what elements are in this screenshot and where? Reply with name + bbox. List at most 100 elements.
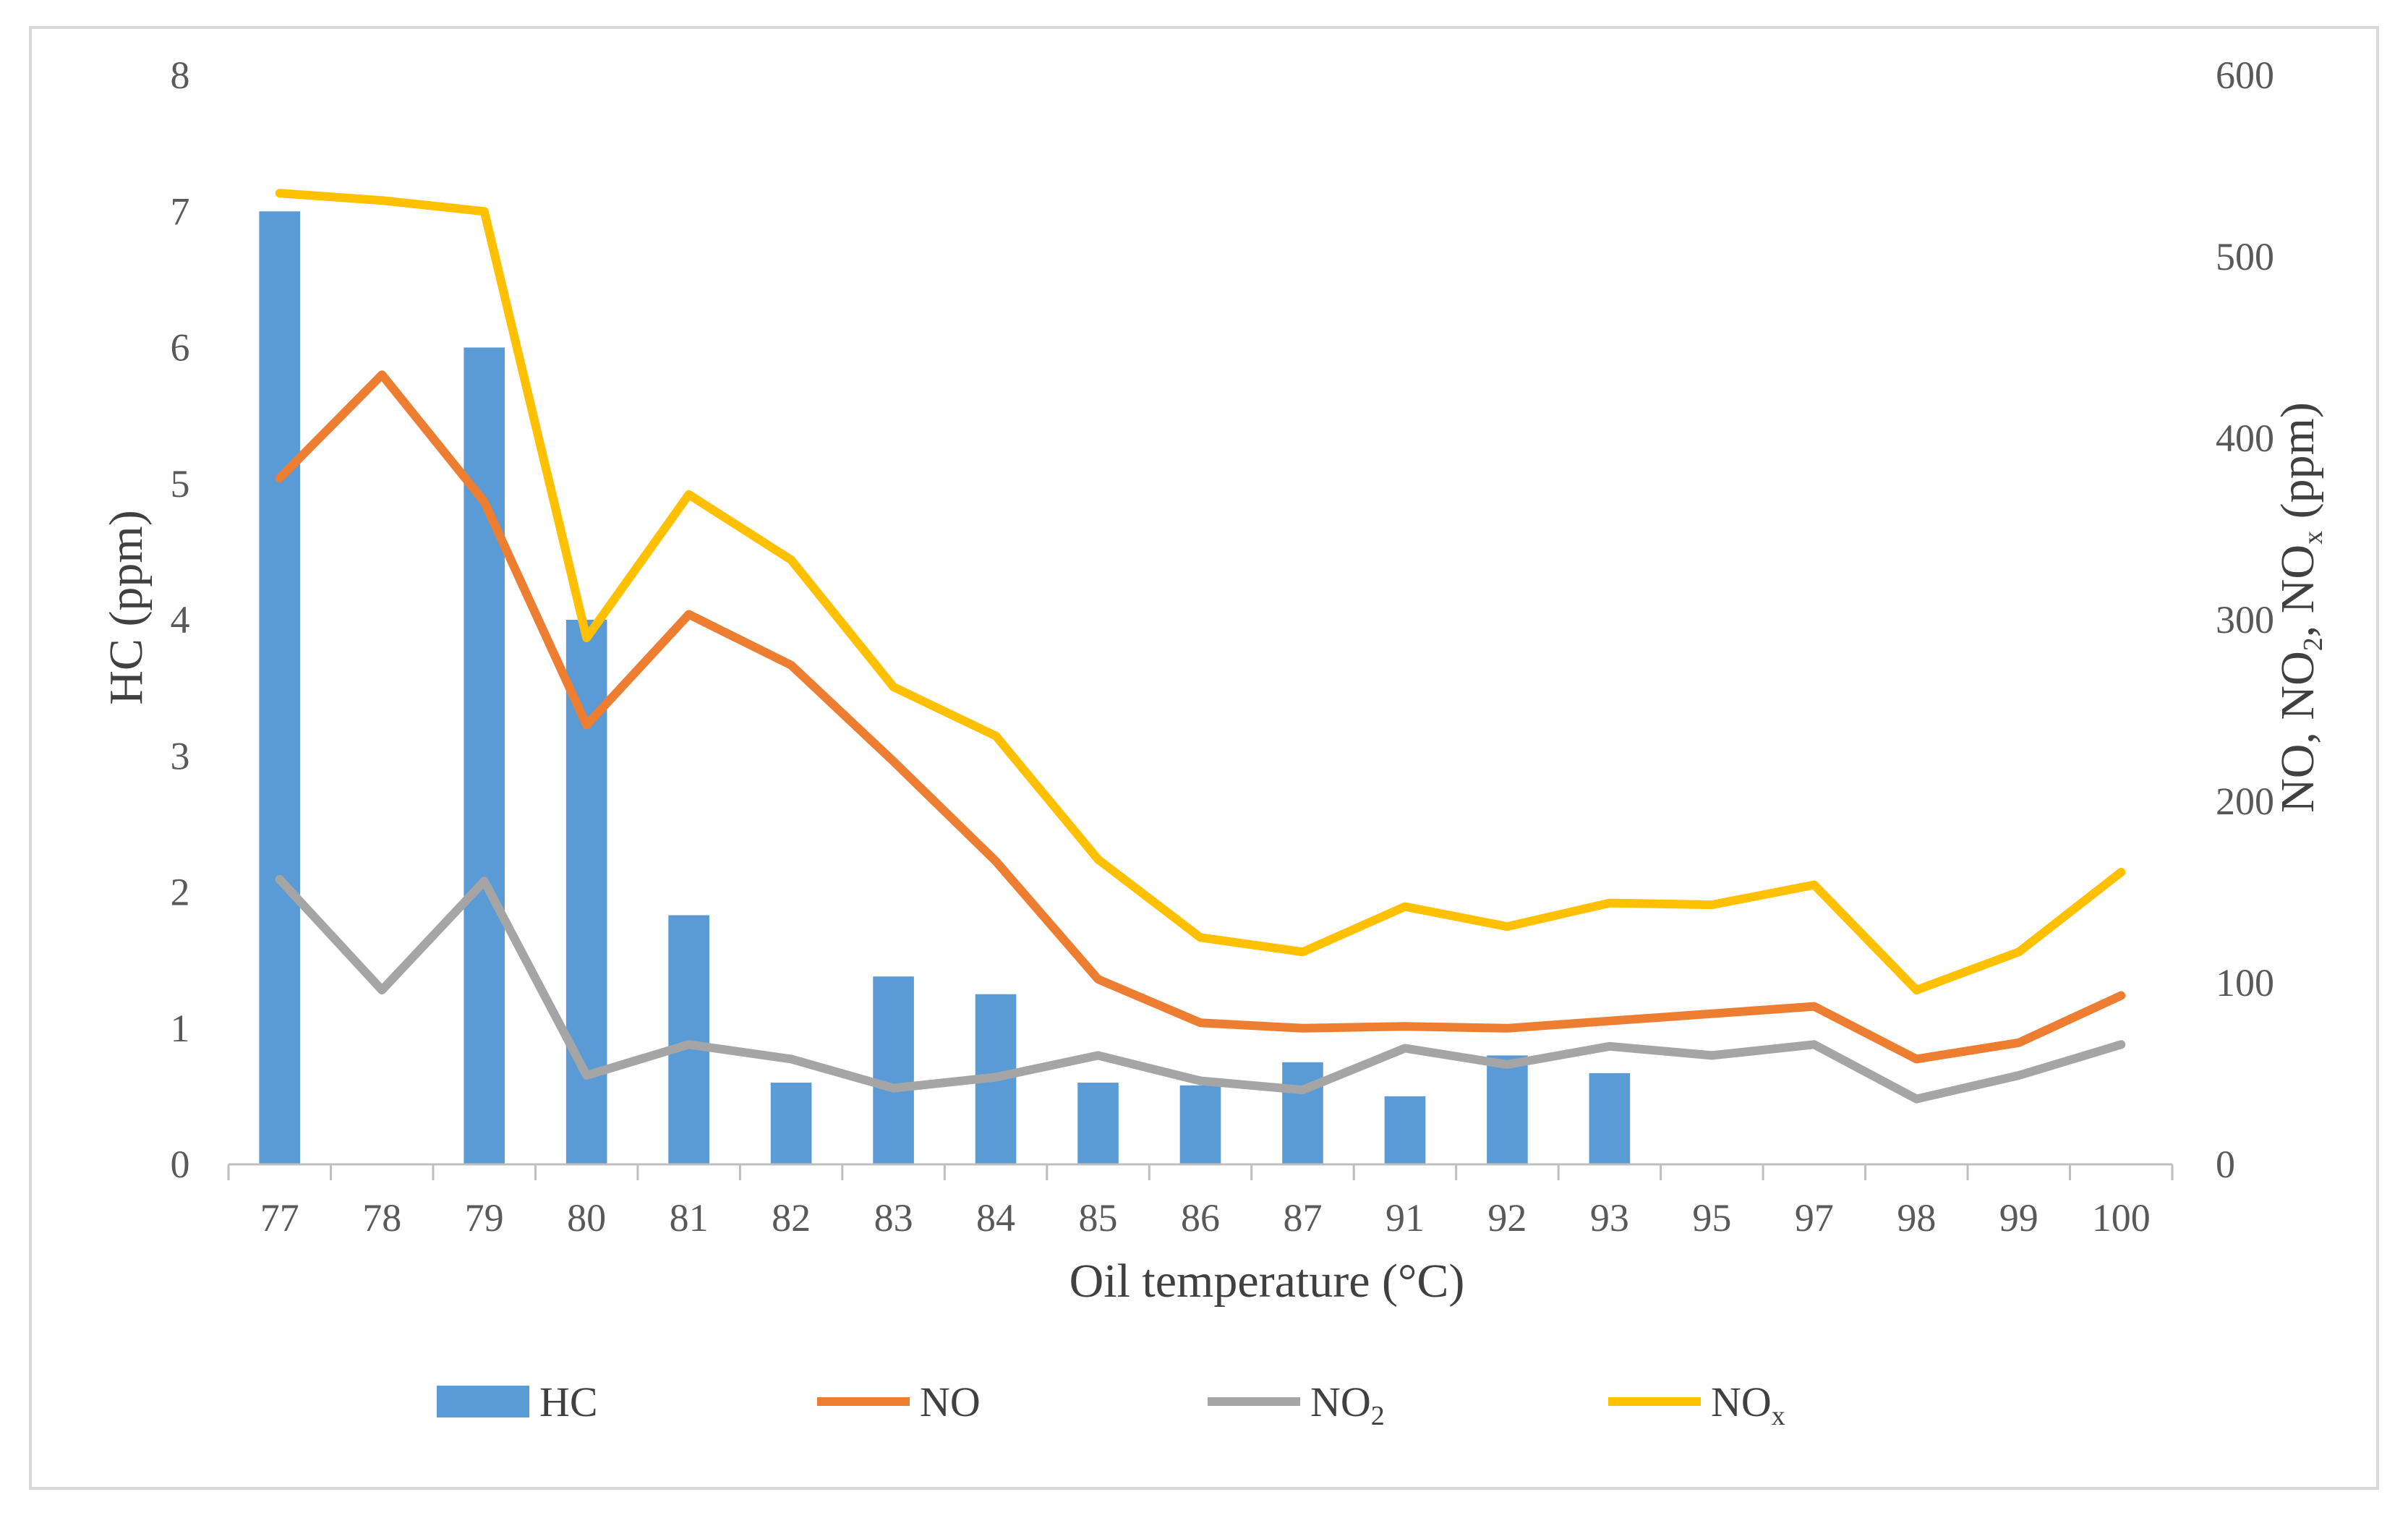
- x-tick-label: 100: [2092, 1196, 2151, 1240]
- point-no2-95: [1711, 1054, 1712, 1056]
- x-tick-label: 77: [260, 1196, 299, 1240]
- bar-hc-87: [1282, 1062, 1323, 1164]
- line-no: [275, 370, 2126, 1064]
- x-tick-label: 81: [670, 1196, 709, 1240]
- point-no2-84: [995, 1077, 996, 1078]
- point-nox-98: [1916, 989, 1917, 991]
- point-no-79: [484, 501, 485, 503]
- legend: HC NO NO2 NOx: [437, 1378, 1785, 1431]
- series-lines: [275, 189, 2126, 1104]
- line-nox: [275, 189, 2126, 994]
- point-no-99: [2018, 1042, 2020, 1044]
- point-no-77: [279, 477, 281, 479]
- legend-label-no2: NO2: [1310, 1378, 1385, 1431]
- y-left-tick-label: 7: [171, 189, 190, 233]
- point-no2-92: [1506, 1064, 1508, 1065]
- bar-hc-82: [770, 1083, 812, 1164]
- point-nox-84: [995, 735, 996, 737]
- point-no2-98: [1916, 1099, 1917, 1100]
- line-no2: [275, 874, 2126, 1104]
- point-no2-100: [2120, 1044, 2122, 1045]
- point-nox-92: [1506, 926, 1508, 927]
- point-no-95: [1711, 1013, 1712, 1015]
- point-no2-82: [790, 1058, 792, 1059]
- y-right-tick-label: 0: [2216, 1143, 2235, 1186]
- point-no-92: [1506, 1028, 1508, 1029]
- point-no-98: [1916, 1058, 1917, 1059]
- x-tick-label: 84: [976, 1196, 1015, 1240]
- bar-hc-92: [1487, 1055, 1528, 1164]
- y-right-title-unit: (ppm): [2271, 402, 2324, 531]
- y-left-tick-label: 1: [171, 1007, 190, 1050]
- point-no2-80: [586, 1075, 587, 1076]
- point-no2-99: [2018, 1075, 2020, 1076]
- bar-hc-93: [1589, 1073, 1631, 1164]
- hc-bars: [259, 211, 1631, 1164]
- bar-hc-79: [464, 347, 505, 1164]
- y-right-tick-label: 100: [2216, 961, 2274, 1005]
- y-right-tick-label: 400: [2216, 417, 2274, 460]
- bar-hc-86: [1179, 1085, 1221, 1164]
- x-tick-label: 79: [465, 1196, 504, 1240]
- point-no2-91: [1404, 1047, 1406, 1049]
- y-right-title-nox: , NO: [2271, 545, 2324, 637]
- y-right-axis-title: NO, NO2, NOx (ppm): [2271, 402, 2328, 813]
- y-right-tick-label: 200: [2216, 780, 2274, 823]
- y-left-tick-label: 0: [171, 1143, 190, 1186]
- legend-label-nox: NOx: [1711, 1378, 1785, 1431]
- point-no2-83: [893, 1088, 895, 1089]
- point-nox-86: [1200, 937, 1201, 938]
- point-nox-95: [1711, 904, 1712, 905]
- point-nox-77: [279, 192, 281, 194]
- y-right-title-no: NO, NO: [2271, 651, 2324, 813]
- x-tick-label: 97: [1795, 1196, 1834, 1240]
- y-left-tick-label: 2: [171, 871, 190, 914]
- point-no-93: [1609, 1020, 1610, 1022]
- x-tick-label: 82: [772, 1196, 811, 1240]
- point-no-87: [1302, 1028, 1303, 1029]
- legend-label-text: NO: [920, 1378, 981, 1425]
- point-no-85: [1098, 978, 1099, 980]
- legend-label-hc: HC: [539, 1378, 598, 1425]
- point-nox-91: [1404, 906, 1406, 908]
- bar-hc-91: [1384, 1096, 1426, 1164]
- point-no2-97: [1814, 1044, 1815, 1045]
- y-left-tick-label: 3: [171, 734, 190, 777]
- point-no-82: [790, 665, 792, 666]
- point-no-83: [893, 761, 895, 762]
- x-tick-label: 78: [362, 1196, 401, 1240]
- point-nox-97: [1814, 884, 1815, 885]
- bar-hc-77: [259, 211, 301, 1164]
- point-nox-83: [893, 686, 895, 688]
- point-no2-81: [688, 1044, 690, 1045]
- point-no-86: [1200, 1022, 1201, 1023]
- axes: 77 78 79 80 81 82 83 84 85 86 87 91 92 93 95 97 98 99 1000…: [171, 54, 2275, 1240]
- point-no-84: [995, 861, 996, 862]
- point-no-100: [2120, 995, 2122, 997]
- x-tick-label: 98: [1897, 1196, 1936, 1240]
- point-no2-77: [279, 879, 281, 880]
- point-nox-100: [2120, 871, 2122, 873]
- bar-hc-83: [873, 976, 914, 1164]
- point-no2-86: [1200, 1080, 1201, 1082]
- y-right-tick-label: 300: [2216, 598, 2274, 641]
- point-no-81: [688, 613, 690, 615]
- y-left-tick-label: 4: [171, 598, 190, 641]
- legend-label-no: NO: [920, 1378, 981, 1425]
- y-left-tick-label: 8: [171, 54, 190, 97]
- legend-label-subscript: x: [1772, 1401, 1785, 1431]
- point-nox-79: [484, 210, 485, 212]
- point-no2-85: [1098, 1054, 1099, 1056]
- point-no2-87: [1302, 1089, 1303, 1091]
- chart-svg: 77 78 79 80 81 82 83 84 85 86 87 91 92 93 95 97 98 99 1000…: [100, 54, 2328, 1431]
- x-tick-label: 91: [1386, 1196, 1425, 1240]
- x-tick-label: 99: [1999, 1196, 2038, 1240]
- point-no-80: [586, 725, 587, 726]
- bar-hc-85: [1077, 1083, 1119, 1164]
- legend-label-text: NO: [1310, 1378, 1371, 1425]
- x-tick-label: 93: [1590, 1196, 1629, 1240]
- y-left-tick-label: 5: [171, 462, 190, 506]
- legend-label-text: HC: [539, 1378, 598, 1425]
- point-no-78: [381, 374, 383, 375]
- y-right-tick-label: 600: [2216, 54, 2274, 97]
